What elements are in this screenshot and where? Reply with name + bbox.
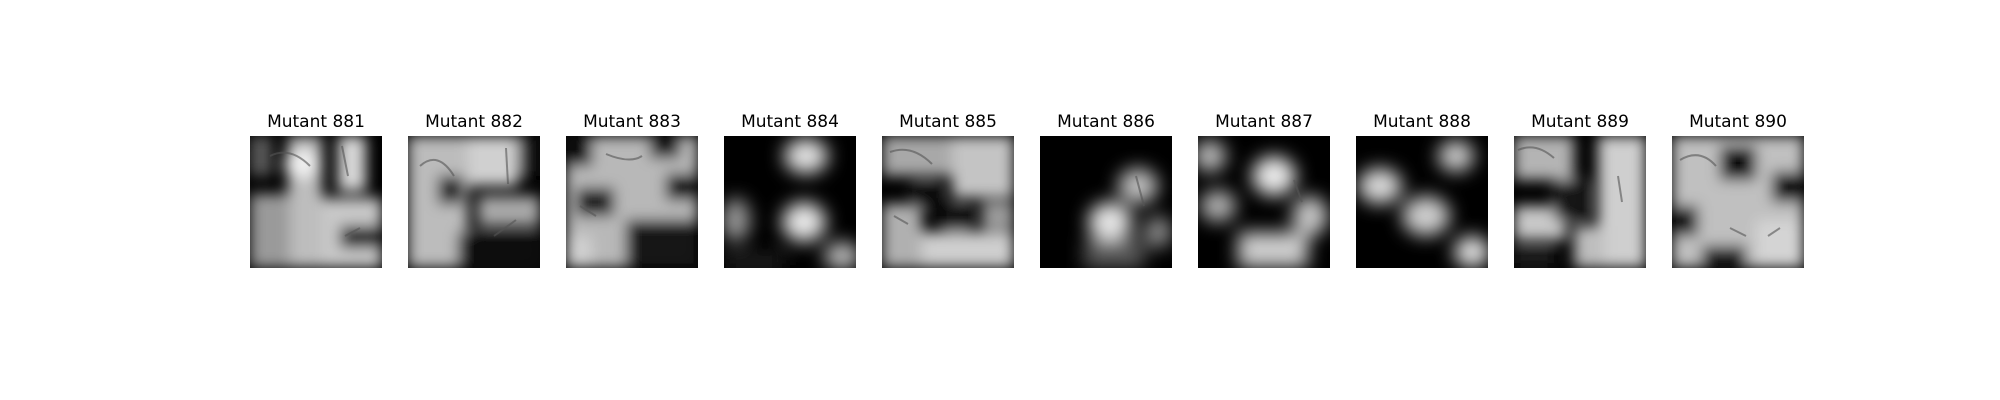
panel: Mutant 885 — [882, 110, 1014, 272]
panel: Mutant 887 — [1198, 110, 1330, 272]
mutant-image — [408, 136, 540, 268]
panel: Mutant 883 — [566, 110, 698, 272]
panel-title: Mutant 883 — [583, 112, 681, 132]
mutant-image-graphic — [882, 136, 1014, 268]
panel-title: Mutant 886 — [1057, 112, 1155, 132]
mutant-image — [1672, 136, 1804, 268]
mutant-image-graphic — [1514, 136, 1646, 268]
panel-title: Mutant 884 — [741, 112, 839, 132]
panel: Mutant 888 — [1356, 110, 1488, 272]
mutant-image-graphic — [724, 136, 856, 268]
mutant-image — [1356, 136, 1488, 268]
mutant-image — [1514, 136, 1646, 268]
mutant-image — [882, 136, 1014, 268]
panel: Mutant 890 — [1672, 110, 1804, 272]
panel-title: Mutant 887 — [1215, 112, 1313, 132]
mutant-image — [724, 136, 856, 268]
mutant-image-graphic — [1672, 136, 1804, 268]
panel: Mutant 881 — [250, 110, 382, 272]
panel: Mutant 884 — [724, 110, 856, 272]
mutant-image-graphic — [408, 136, 540, 268]
mutant-image-graphic — [250, 136, 382, 268]
panel-title: Mutant 888 — [1373, 112, 1471, 132]
mutant-image — [1198, 136, 1330, 268]
mutant-image-graphic — [1356, 136, 1488, 268]
mutant-image — [1040, 136, 1172, 268]
panel-title: Mutant 882 — [425, 112, 523, 132]
mutant-image-graphic — [566, 136, 698, 268]
mutant-image — [566, 136, 698, 268]
panel-title: Mutant 885 — [899, 112, 997, 132]
panel-title: Mutant 890 — [1689, 112, 1787, 132]
panel-title: Mutant 889 — [1531, 112, 1629, 132]
mutant-image-graphic — [1198, 136, 1330, 268]
panel: Mutant 882 — [408, 110, 540, 272]
mutant-image-graphic — [1040, 136, 1172, 268]
mutant-image — [250, 136, 382, 268]
panel-title: Mutant 881 — [267, 112, 365, 132]
panel: Mutant 889 — [1514, 110, 1646, 272]
panel: Mutant 886 — [1040, 110, 1172, 272]
